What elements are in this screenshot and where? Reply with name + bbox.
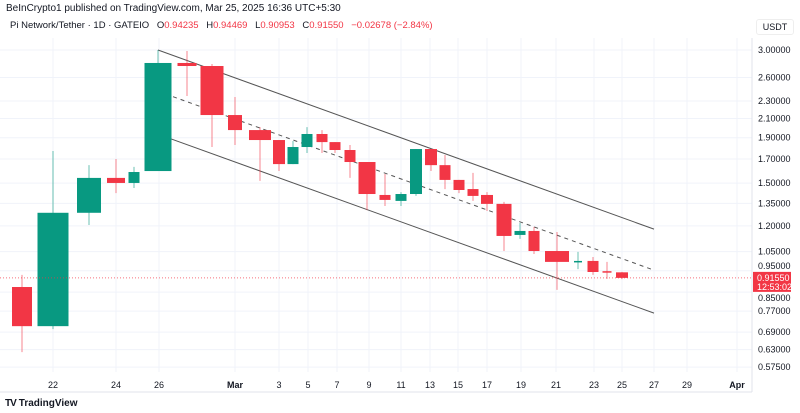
y-tick-label: 0.63000 [758,345,791,355]
candle-body [144,62,172,172]
candle-body [200,66,224,116]
candle-body [379,194,391,200]
candle-body [545,251,569,262]
candle-body [481,194,493,204]
candle-body [316,133,328,143]
x-tick-label: 24 [111,380,121,390]
candle-body [177,62,197,67]
y-tick-label: 1.50000 [758,178,791,188]
candle-body [273,140,285,165]
candle-body [528,230,540,252]
y-tick-label: 0.77000 [758,306,791,316]
candle-body [587,260,599,272]
x-tick-label: 11 [396,380,405,390]
change-value: −0.02678 (−2.84%) [351,20,433,31]
y-tick-label: 1.05000 [758,247,791,257]
y-tick-label: 1.70000 [758,154,791,164]
published-caption: BeInCrypto1 published on TradingView.com… [6,3,341,14]
x-tick-label: 15 [453,380,463,390]
candle-body [128,172,140,183]
y-tick-label: 0.95000 [758,261,791,271]
candle-body [249,130,271,141]
y-tick-label: 2.30000 [758,96,791,106]
candle-body [514,230,526,235]
tradingview-brand: TV TradingView [5,398,78,409]
last-price-badge [753,271,791,292]
x-tick-label: 26 [154,380,164,390]
candle-body [228,115,242,131]
open-value: 0.94235 [164,20,199,31]
channel-line-upper [157,49,655,230]
x-tick-label: 9 [366,380,371,390]
bar-countdown: 12:53:02 [757,282,792,292]
x-tick-label: 21 [551,380,561,390]
x-tick-label: 29 [682,380,692,390]
candle-body [616,272,628,278]
y-tick-label: 0.69000 [758,327,791,337]
candle-body [301,133,313,148]
high-value: 0.94469 [213,20,248,31]
y-tick-label: 1.90000 [758,133,791,143]
candle-body [287,147,299,165]
y-tick-label: 1.20000 [758,221,791,231]
candle-body [439,165,451,180]
candle-body [344,150,356,163]
symbol-legend: Pi Network/Tether · 1D · GATEIO O0.94235… [10,20,433,31]
y-tick-label: 3.00000 [758,45,791,55]
candle-body [453,179,465,190]
y-tick-label: 1.35000 [758,198,791,208]
candle-body [574,260,582,263]
x-tick-label: Apr [729,380,745,390]
close-value: 0.91550 [309,20,344,31]
candle-body [329,142,341,151]
candle-body [496,203,512,236]
y-tick-label: 0.85000 [758,293,791,303]
candle-body [602,271,612,273]
x-tick-label: 7 [334,380,339,390]
x-tick-label: 3 [276,380,281,390]
x-tick-label: 23 [589,380,599,390]
channel-line-lower [157,133,655,314]
x-tick-label: 5 [305,380,310,390]
tradingview-logo-icon: TV [5,398,17,409]
x-tick-label: 25 [617,380,627,390]
y-tick-label: 2.60000 [758,72,791,82]
low-value: 0.90953 [260,20,295,31]
y-tick-label: 0.57500 [758,362,791,372]
candle-body [358,162,376,195]
x-tick-label: 19 [516,380,526,390]
currency-button[interactable]: USDT [756,19,794,35]
y-tick-label: 2.10000 [758,113,791,123]
symbol-name: Pi Network/Tether · 1D · GATEIO [10,20,150,31]
x-tick-label: 17 [482,380,492,390]
x-tick-label: 22 [48,380,58,390]
candle-body [395,194,407,201]
candle-body [12,287,32,327]
candle-body [410,149,422,195]
candle-body [425,149,437,166]
last-price-value: 0.91550 [757,273,790,283]
candle-body [467,189,479,196]
candle-body [37,212,69,327]
x-tick-label: 13 [425,380,435,390]
candle-body [77,177,101,213]
x-tick-label: Mar [227,380,244,390]
candle-body [107,177,125,183]
x-tick-label: 27 [649,380,659,390]
